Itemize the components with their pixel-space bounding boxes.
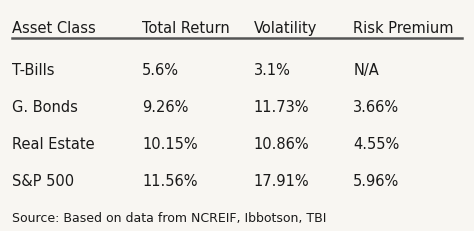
Text: 11.73%: 11.73% <box>254 100 309 115</box>
Text: 10.86%: 10.86% <box>254 137 309 152</box>
Text: 10.15%: 10.15% <box>142 137 198 152</box>
Text: S&P 500: S&P 500 <box>12 174 74 189</box>
Text: T-Bills: T-Bills <box>12 63 55 78</box>
Text: Volatility: Volatility <box>254 21 317 36</box>
Text: 5.96%: 5.96% <box>353 174 400 189</box>
Text: N/A: N/A <box>353 63 379 78</box>
Text: 3.1%: 3.1% <box>254 63 291 78</box>
Text: Total Return: Total Return <box>142 21 230 36</box>
Text: Real Estate: Real Estate <box>12 137 94 152</box>
Text: 3.66%: 3.66% <box>353 100 399 115</box>
Text: Source: Based on data from NCREIF, Ibbotson, TBI: Source: Based on data from NCREIF, Ibbot… <box>12 212 326 225</box>
Text: 9.26%: 9.26% <box>142 100 189 115</box>
Text: 5.6%: 5.6% <box>142 63 179 78</box>
Text: Risk Premium: Risk Premium <box>353 21 454 36</box>
Text: G. Bonds: G. Bonds <box>12 100 78 115</box>
Text: 11.56%: 11.56% <box>142 174 198 189</box>
Text: 4.55%: 4.55% <box>353 137 400 152</box>
Text: Asset Class: Asset Class <box>12 21 96 36</box>
Text: 17.91%: 17.91% <box>254 174 309 189</box>
